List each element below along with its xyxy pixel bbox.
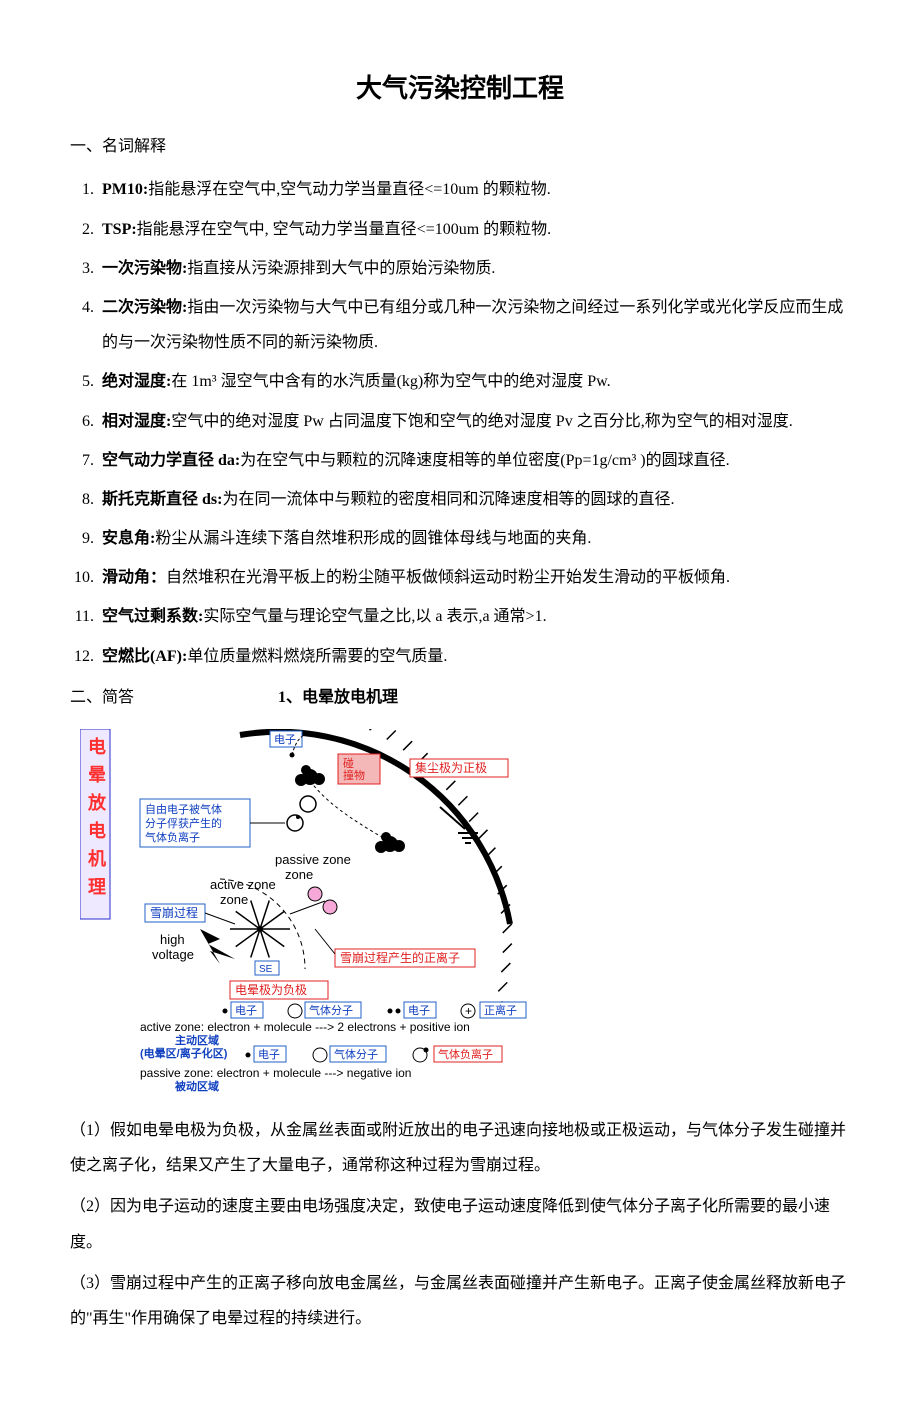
term-item: PM10:指能悬浮在空气中,空气动力学当量直径<=10um 的颗粒物. xyxy=(98,172,850,207)
section-2-left: 二、简答 xyxy=(70,680,134,715)
svg-text:high: high xyxy=(160,932,185,947)
svg-text:碰: 碰 xyxy=(343,757,354,770)
term-def: 在 1m³ 湿空气中含有的水汽质量(kg)称为空气中的绝对湿度 Pw. xyxy=(171,373,610,390)
term-def: 实际空气量与理论空气量之比,以 a 表示,a 通常>1. xyxy=(203,608,546,625)
svg-text:voltage: voltage xyxy=(152,947,194,962)
svg-text:+: + xyxy=(465,1004,472,1018)
term-name: 二次污染物: xyxy=(102,299,187,316)
explanation-para: （1）假如电晕电极为负极，从金属丝表面或附近放出的电子迅速向接地极或正极运动，与… xyxy=(70,1113,850,1183)
svg-text:雪崩过程: 雪崩过程 xyxy=(150,905,198,920)
term-item: 空气动力学直径 da:为在空气中与颗粒的沉降速度相等的单位密度(Pp=1g/cm… xyxy=(98,443,850,478)
term-item: 空燃比(AF):单位质量燃料燃烧所需要的空气质量. xyxy=(98,639,850,674)
svg-text:passive zone: passive zone xyxy=(275,852,351,867)
term-item: 斯托克斯直径 ds:为在同一流体中与颗粒的密度相同和沉降速度相等的圆球的直径. xyxy=(98,482,850,517)
corona-diagram-svg: 电晕放电机理电子碰撞物集尘极为正极自由电子被气体分子俘获产生的气体负离子pass… xyxy=(80,729,550,1099)
svg-text:SE: SE xyxy=(259,964,273,975)
section-2-right: 1、电晕放电机理 xyxy=(278,680,398,715)
term-item: 空气过剩系数:实际空气量与理论空气量之比,以 a 表示,a 通常>1. xyxy=(98,599,850,634)
term-def: 指由一次污染物与大气中已有组分或几种一次污染物之间经过一系列化学或光化学反应而生… xyxy=(102,299,843,351)
explanation-paragraphs: （1）假如电晕电极为负极，从金属丝表面或附近放出的电子迅速向接地极或正极运动，与… xyxy=(70,1113,850,1336)
svg-text:电晕极为负极: 电晕极为负极 xyxy=(235,983,307,997)
term-item: 相对湿度:空气中的绝对湿度 Pw 占同温度下饱和空气的绝对湿度 Pv 之百分比,… xyxy=(98,404,850,439)
svg-text:晕: 晕 xyxy=(88,765,106,785)
svg-text:passive zone: electron + molec: passive zone: electron + molecule ---> n… xyxy=(140,1066,411,1080)
svg-text:分子俘获产生的: 分子俘获产生的 xyxy=(145,816,222,830)
term-def: 自然堆积在光滑平板上的粉尘随平板做倾斜运动时粉尘开始发生滑动的平板倾角. xyxy=(166,569,730,586)
term-def: 指能悬浮在空气中,空气动力学当量直径<=10um 的颗粒物. xyxy=(148,181,551,198)
explanation-para: （3）雪崩过程中产生的正离子移向放电金属丝，与金属丝表面碰撞并产生新电子。正离子… xyxy=(70,1266,850,1336)
term-def: 为在空气中与颗粒的沉降速度相等的单位密度(Pp=1g/cm³ )的圆球直径. xyxy=(240,452,729,469)
term-name: TSP: xyxy=(102,221,137,238)
term-name: 空气动力学直径 da: xyxy=(102,452,240,469)
svg-text:气体负离子: 气体负离子 xyxy=(438,1047,493,1061)
term-name: 一次污染物: xyxy=(102,260,187,277)
svg-text:放: 放 xyxy=(87,792,107,813)
section-1-heading: 一、名词解释 xyxy=(70,129,850,164)
svg-text:集尘极为正极: 集尘极为正极 xyxy=(415,760,487,775)
term-name: PM10: xyxy=(102,181,148,198)
term-def: 空气中的绝对湿度 Pw 占同温度下饱和空气的绝对湿度 Pv 之百分比,称为空气的… xyxy=(171,413,792,430)
corona-diagram: 电晕放电机理电子碰撞物集尘极为正极自由电子被气体分子俘获产生的气体负离子pass… xyxy=(80,729,850,1099)
svg-text:被动区域: 被动区域 xyxy=(175,1079,219,1093)
svg-text:zone: zone xyxy=(220,892,248,907)
svg-text:电: 电 xyxy=(88,736,106,757)
svg-text:active zone: active zone xyxy=(210,877,276,892)
section-2-row: 二、简答 1、电晕放电机理 xyxy=(70,680,850,715)
svg-text:撞物: 撞物 xyxy=(343,768,365,782)
term-item: 滑动角：自然堆积在光滑平板上的粉尘随平板做倾斜运动时粉尘开始发生滑动的平板倾角. xyxy=(98,560,850,595)
svg-text:zone: zone xyxy=(285,867,313,882)
svg-text:(电晕区/离子化区): (电晕区/离子化区) xyxy=(140,1046,228,1060)
terms-list: PM10:指能悬浮在空气中,空气动力学当量直径<=10um 的颗粒物.TSP:指… xyxy=(70,172,850,673)
svg-text:理: 理 xyxy=(88,877,106,897)
term-item: 一次污染物:指直接从污染源排到大气中的原始污染物质. xyxy=(98,251,850,286)
svg-text:主动区域: 主动区域 xyxy=(175,1033,219,1047)
term-item: 二次污染物:指由一次污染物与大气中已有组分或几种一次污染物之间经过一系列化学或光… xyxy=(98,290,850,360)
svg-text:电子: 电子 xyxy=(235,1004,257,1017)
term-name: 滑动角： xyxy=(102,569,166,586)
svg-text:气体分子: 气体分子 xyxy=(309,1003,353,1017)
term-def: 单位质量燃料燃烧所需要的空气质量. xyxy=(187,648,447,665)
svg-text:气体负离子: 气体负离子 xyxy=(145,830,200,844)
svg-text:机: 机 xyxy=(88,849,106,869)
svg-text:电子: 电子 xyxy=(408,1004,430,1017)
explanation-para: （2）因为电子运动的速度主要由电场强度决定，致使电子运动速度降低到使气体分子离子… xyxy=(70,1189,850,1259)
svg-text:雪崩过程产生的正离子: 雪崩过程产生的正离子 xyxy=(340,950,460,965)
term-name: 相对湿度: xyxy=(102,413,171,430)
term-def: 为在同一流体中与颗粒的密度相同和沉降速度相等的圆球的直径. xyxy=(222,491,674,508)
term-name: 空气过剩系数: xyxy=(102,608,203,625)
svg-text:电子: 电子 xyxy=(274,733,296,746)
term-item: 绝对湿度:在 1m³ 湿空气中含有的水汽质量(kg)称为空气中的绝对湿度 Pw. xyxy=(98,364,850,399)
term-name: 空燃比(AF): xyxy=(102,648,187,665)
term-def: 指直接从污染源排到大气中的原始污染物质. xyxy=(187,260,495,277)
term-item: TSP:指能悬浮在空气中, 空气动力学当量直径<=100um 的颗粒物. xyxy=(98,212,850,247)
term-name: 斯托克斯直径 ds: xyxy=(102,491,222,508)
svg-text:气体分子: 气体分子 xyxy=(334,1047,378,1061)
svg-text:电子: 电子 xyxy=(258,1048,280,1061)
term-def: 粉尘从漏斗连续下落自然堆积形成的圆锥体母线与地面的夹角. xyxy=(155,530,591,547)
term-name: 安息角: xyxy=(102,530,155,547)
svg-text:电: 电 xyxy=(88,820,106,841)
svg-text:正离子: 正离子 xyxy=(484,1003,517,1017)
term-name: 绝对湿度: xyxy=(102,373,171,390)
svg-text:自由电子被气体: 自由电子被气体 xyxy=(145,802,222,816)
term-item: 安息角:粉尘从漏斗连续下落自然堆积形成的圆锥体母线与地面的夹角. xyxy=(98,521,850,556)
term-def: 指能悬浮在空气中, 空气动力学当量直径<=100um 的颗粒物. xyxy=(137,221,552,238)
page-title: 大气污染控制工程 xyxy=(70,60,850,117)
svg-text:active zone: electron + molecu: active zone: electron + molecule ---> 2 … xyxy=(140,1020,470,1034)
